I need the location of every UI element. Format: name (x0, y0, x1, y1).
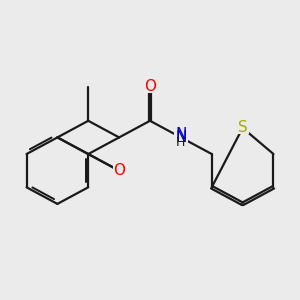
Bar (144, 81, 156, 92)
Text: N: N (175, 127, 187, 142)
Text: N: N (175, 130, 187, 145)
Bar (174, 130, 188, 145)
Bar (113, 165, 125, 177)
Text: S: S (238, 120, 248, 135)
Text: H: H (176, 136, 186, 149)
Bar (175, 131, 187, 143)
Bar (237, 122, 248, 134)
Text: O: O (113, 163, 125, 178)
Text: O: O (144, 79, 156, 94)
